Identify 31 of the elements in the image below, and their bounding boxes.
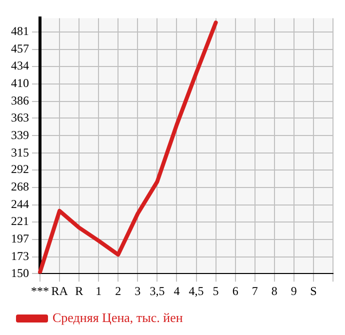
x-tick-label: 6: [232, 284, 238, 298]
y-tick-label: 410: [11, 76, 29, 90]
y-tick-label: 244: [11, 197, 29, 212]
x-tick-label: 7: [252, 284, 258, 298]
y-tick-label: 268: [11, 180, 29, 194]
x-tick-label: 1: [96, 284, 102, 298]
y-tick-label: 386: [11, 94, 29, 108]
y-tick-label: 292: [11, 162, 29, 176]
y-tick-label: 481: [11, 24, 29, 38]
x-tick-label: 4,5: [188, 284, 204, 298]
y-tick-label: 221: [11, 214, 29, 228]
x-tick-label: RA: [51, 284, 68, 298]
y-tick-label: 315: [11, 145, 29, 160]
y-tick-label: 173: [11, 248, 29, 263]
y-tick-label: 339: [11, 128, 29, 142]
x-tick-label: S: [310, 284, 317, 298]
x-tick-label: 3: [134, 284, 141, 298]
x-tick-label: R: [75, 284, 84, 298]
y-tick-label: 457: [11, 42, 29, 56]
y-tick-label: 197: [11, 231, 29, 246]
x-tick-label: ***: [31, 284, 49, 298]
x-tick-label: 8: [271, 284, 278, 298]
legend-label: Средняя Цена, тыс. йен: [52, 310, 183, 325]
x-tick-label: 5: [212, 284, 219, 298]
y-tick-label: 434: [11, 58, 29, 73]
x-tick-label: 9: [290, 284, 297, 298]
x-tick-label: 2: [115, 284, 122, 298]
y-tick-label: 363: [11, 110, 29, 124]
x-tick-label: 3,5: [150, 284, 165, 298]
y-tick-label: 150: [11, 266, 29, 280]
x-tick-label: 4: [174, 284, 180, 298]
